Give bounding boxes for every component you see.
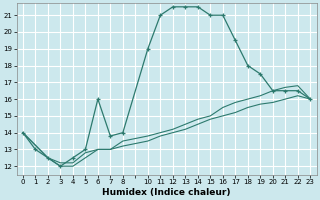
X-axis label: Humidex (Indice chaleur): Humidex (Indice chaleur) <box>102 188 231 197</box>
